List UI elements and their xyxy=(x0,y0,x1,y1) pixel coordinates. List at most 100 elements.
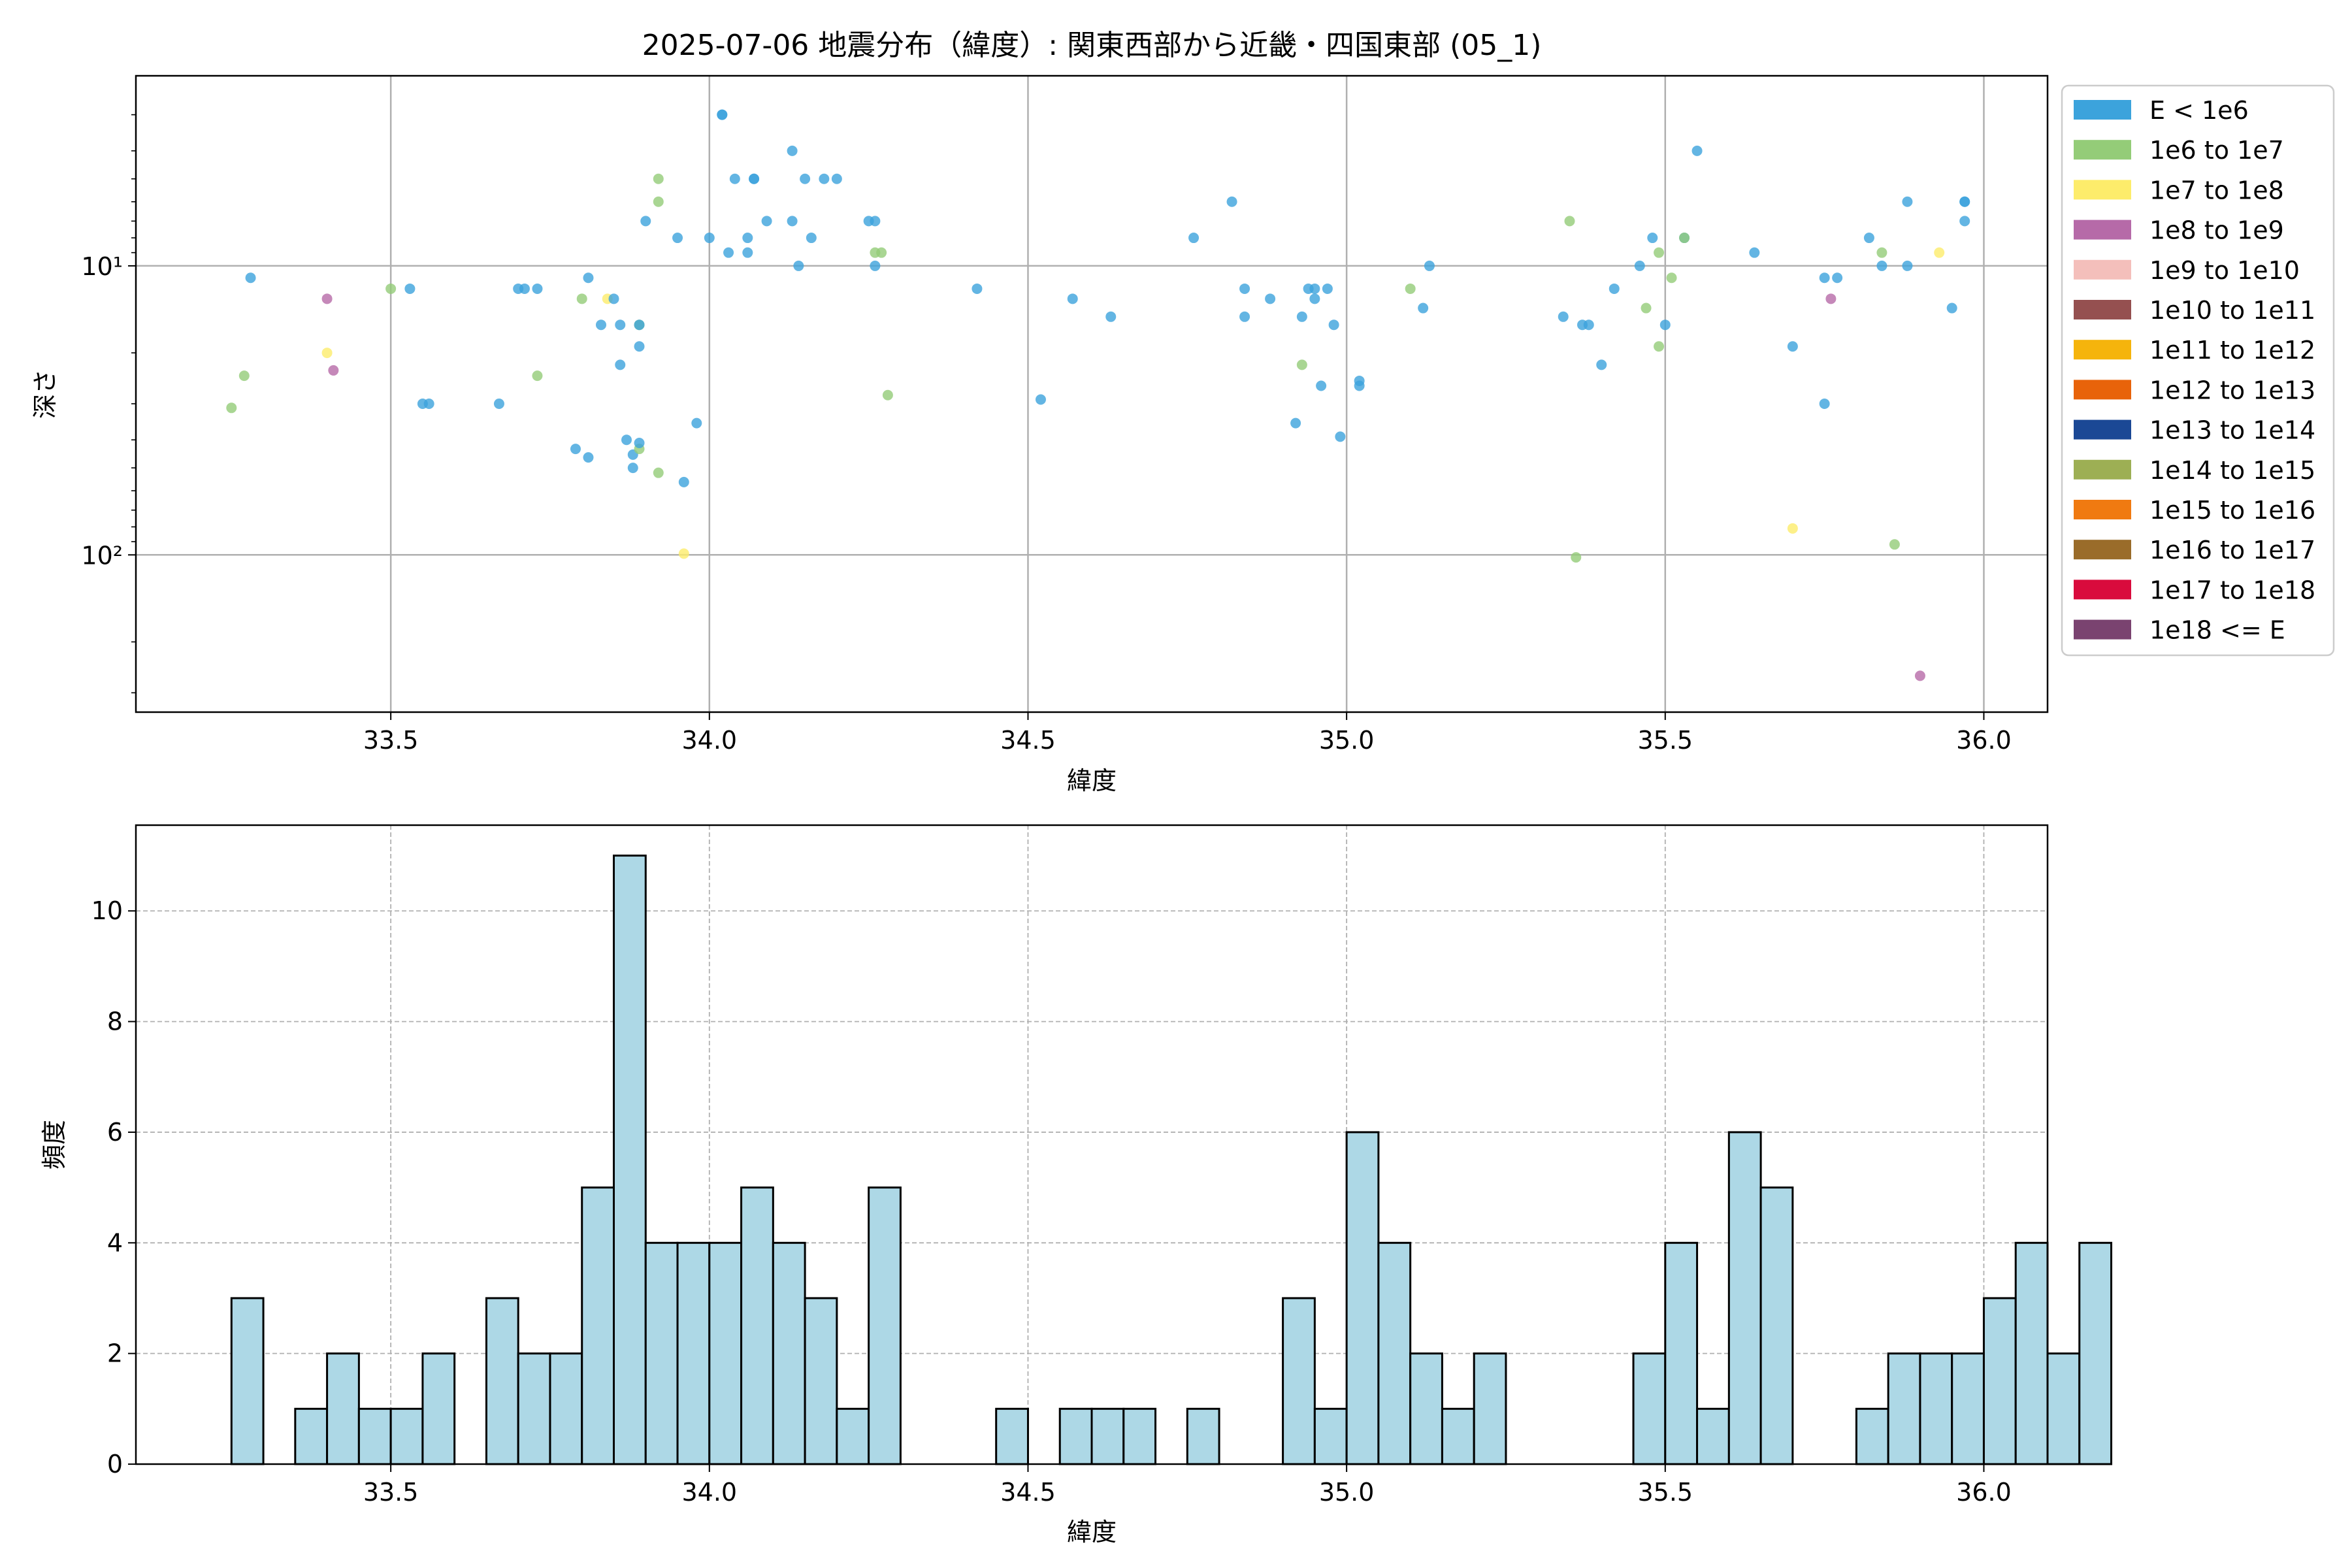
scatter-point xyxy=(793,260,804,271)
histogram-x-axis-label: 緯度 xyxy=(1067,1518,1117,1546)
legend-swatch xyxy=(2074,459,2131,480)
histogram-y-tick-label: 0 xyxy=(107,1450,123,1478)
scatter-point xyxy=(691,417,702,429)
scatter-point xyxy=(385,283,397,294)
scatter-point xyxy=(583,272,594,284)
scatter-point xyxy=(1405,283,1416,294)
histogram-y-tick-label: 2 xyxy=(107,1339,123,1368)
scatter-point xyxy=(800,173,811,184)
legend-swatch xyxy=(2074,180,2131,200)
scatter-point xyxy=(1309,283,1320,294)
scatter-point xyxy=(1239,283,1250,294)
scatter-y-tick-label: 10¹ xyxy=(81,252,123,281)
scatter-point xyxy=(1641,302,1652,314)
legend: E < 1e6 1e6 to 1e7 1e7 to 1e8 1e8 to 1e9 1e9… xyxy=(2061,84,2335,657)
scatter-point xyxy=(1825,293,1837,304)
histogram-x-tick-label: 34.0 xyxy=(681,1478,737,1507)
scatter-point xyxy=(1571,552,1582,563)
histogram-bar xyxy=(1186,1407,1220,1465)
legend-label: 1e8 to 1e9 xyxy=(2149,216,2284,245)
scatter-point xyxy=(1296,359,1307,370)
histogram-y-tick-label: 4 xyxy=(107,1228,123,1257)
histogram-bar xyxy=(1377,1241,1412,1465)
scatter-point xyxy=(1654,341,1665,352)
scatter-point xyxy=(653,467,664,478)
legend-label: 1e6 to 1e7 xyxy=(2149,136,2284,165)
scatter-point xyxy=(831,173,842,184)
scatter-point xyxy=(653,196,664,207)
scatter-point xyxy=(245,272,256,284)
histogram-y-tick-label: 10 xyxy=(91,896,123,925)
scatter-point xyxy=(321,348,333,359)
scatter-point xyxy=(627,463,638,474)
legend-label: 1e12 to 1e13 xyxy=(2149,376,2315,404)
histogram-bar xyxy=(549,1352,583,1465)
histogram-bar xyxy=(995,1407,1029,1465)
legend-label: 1e11 to 1e12 xyxy=(2149,336,2315,365)
histogram-y-axis-label: 頻度 xyxy=(40,1120,69,1169)
scatter-point xyxy=(532,283,543,294)
histogram-x-tick-label: 36.0 xyxy=(1956,1478,2012,1507)
legend-label: 1e9 to 1e10 xyxy=(2149,256,2300,285)
scatter-point xyxy=(653,173,664,184)
scatter-point xyxy=(1787,523,1798,534)
histogram-bar xyxy=(740,1186,774,1465)
scatter-point xyxy=(1328,319,1339,331)
histogram-bar xyxy=(485,1297,519,1465)
scatter-y-tick-label: 10² xyxy=(81,541,123,570)
legend-label: 1e16 to 1e17 xyxy=(2149,536,2315,564)
scatter-point xyxy=(787,216,798,227)
legend-swatch xyxy=(2074,340,2131,360)
scatter-point xyxy=(1889,539,1900,550)
legend-swatch xyxy=(2074,500,2131,519)
scatter-point xyxy=(1067,293,1078,304)
scatter-point xyxy=(595,319,606,331)
scatter-point xyxy=(1934,247,1945,258)
legend-swatch xyxy=(2074,140,2131,160)
scatter-point xyxy=(742,233,753,244)
scatter-x-tick-label: 34.5 xyxy=(1000,726,1056,755)
scatter-point xyxy=(640,216,651,227)
histogram-bar xyxy=(1282,1297,1316,1465)
histogram-bar xyxy=(868,1186,902,1465)
scatter-point xyxy=(1946,302,1957,314)
histogram-bar xyxy=(1441,1407,1475,1465)
histogram-bar xyxy=(836,1407,870,1465)
scatter-x-tick-label: 36.0 xyxy=(1956,726,2012,755)
histogram-bar xyxy=(1951,1352,1985,1465)
scatter-point xyxy=(704,233,715,244)
histogram-bar xyxy=(2078,1241,2113,1465)
histogram-frame xyxy=(135,824,2049,1465)
histogram-bar xyxy=(644,1241,679,1465)
scatter-point xyxy=(1265,293,1276,304)
histogram-panel: 33.5 34.0 34.5 35.0 35.5 36.0 0 2 4 6 8 10 緯度 頻度 xyxy=(40,824,2113,1546)
histogram-bar xyxy=(294,1407,329,1465)
legend-swatch xyxy=(2074,380,2131,400)
scatter-point xyxy=(1666,272,1677,284)
scatter-point xyxy=(723,247,734,258)
scatter-point xyxy=(519,283,530,294)
scatter-point xyxy=(876,247,887,258)
scatter-point xyxy=(1679,233,1690,244)
scatter-point xyxy=(1787,341,1798,352)
legend-label: 1e13 to 1e14 xyxy=(2149,416,2315,445)
scatter-y-axis: 10¹ 10² xyxy=(81,114,136,694)
scatter-frame xyxy=(135,74,2049,713)
histogram-bar xyxy=(230,1297,265,1465)
legend-swatch xyxy=(2074,540,2131,560)
scatter-panel: 33.5 34.0 34.5 35.0 35.5 36.0 10¹ 10² 緯度 深さ xyxy=(31,74,2049,795)
scatter-point xyxy=(1035,394,1046,405)
scatter-point xyxy=(1832,272,1843,284)
scatter-point xyxy=(583,452,594,463)
legend-swatch xyxy=(2074,220,2131,240)
histogram-bar xyxy=(613,855,647,1465)
scatter-point xyxy=(238,370,250,382)
scatter-point xyxy=(1902,260,1913,271)
scatter-point xyxy=(1609,283,1620,294)
scatter-y-axis-label: 深さ xyxy=(31,369,59,419)
scatter-point xyxy=(404,283,416,294)
scatter-point xyxy=(1558,311,1569,322)
histogram-bar xyxy=(1345,1131,1380,1465)
scatter-x-tick-label: 34.0 xyxy=(681,726,737,755)
